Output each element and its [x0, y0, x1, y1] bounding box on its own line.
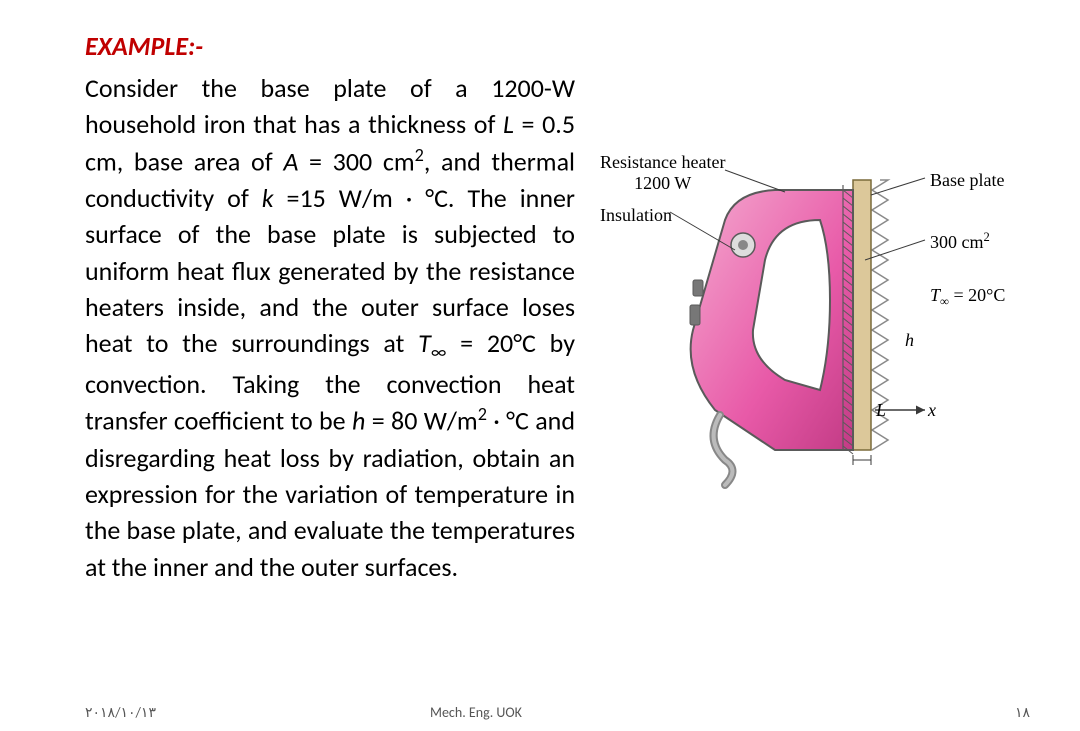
footer-left: ٢٠١٨/١٠/١٣: [85, 704, 156, 721]
label-resistance-heater: Resistance heater 1200 W: [600, 152, 725, 193]
problem-text: Consider the base plate of a 1200-W hous…: [85, 70, 575, 585]
label-t-infinity: T∞ = 20°C: [930, 285, 1005, 309]
footer-right: ١٨: [1015, 704, 1030, 721]
label-x: x: [928, 400, 936, 421]
label-insulation: Insulation: [600, 205, 672, 226]
example-heading: EXAMPLE:-: [85, 30, 1030, 62]
label-area: 300 cm2: [930, 230, 990, 253]
label-h: h: [905, 330, 914, 351]
content-row: Consider the base plate of a 1200-W hous…: [85, 70, 1030, 585]
label-base-plate: Base plate: [930, 170, 1004, 191]
heading-text: EXAMPLE:-: [85, 30, 203, 62]
figure-area: Resistance heater 1200 W Insulation Base…: [575, 70, 1030, 555]
label-L: L: [876, 400, 886, 421]
footer-mid: Mech. Eng. UOK: [430, 704, 522, 721]
